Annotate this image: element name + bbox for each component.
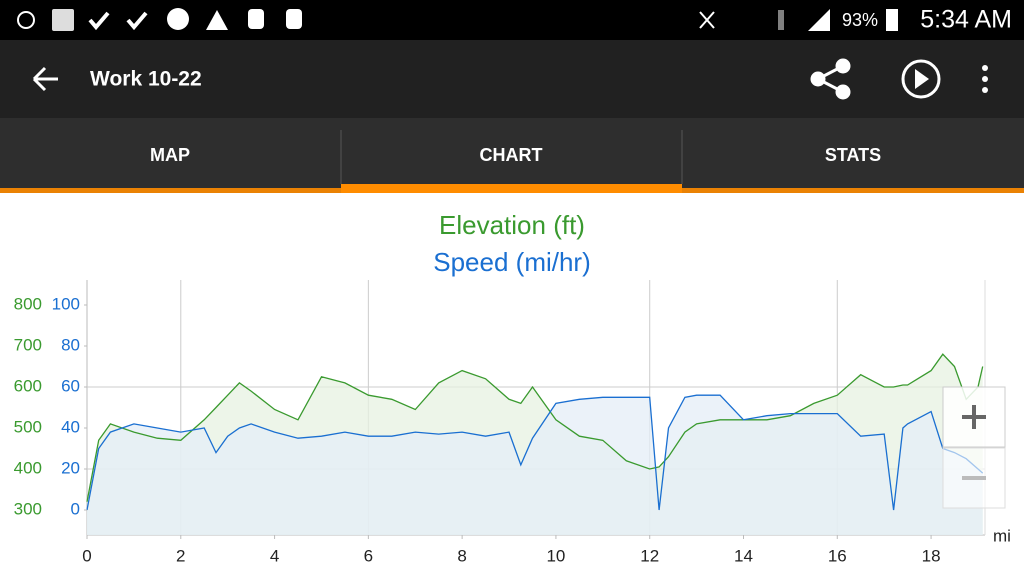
- x-tick-label: 8: [457, 546, 466, 565]
- app-bar: [0, 40, 1024, 118]
- back-button[interactable]: [32, 66, 58, 92]
- x-tick-label: 0: [82, 546, 91, 565]
- y-tick-label: 800: [14, 294, 42, 313]
- y-tick-label: 500: [14, 417, 42, 436]
- tab-bar-edge: [682, 188, 1024, 193]
- activity-title: Work 10-22: [90, 68, 202, 91]
- x-tick-label: 2: [176, 546, 185, 565]
- zoom-in-button[interactable]: [942, 386, 1006, 448]
- tab[interactable]: CHART: [480, 145, 543, 165]
- battery-level: 93%: [842, 10, 878, 30]
- share-button[interactable]: [810, 58, 851, 100]
- zoom-out-button[interactable]: [942, 447, 1006, 509]
- x-tick-label: 10: [546, 546, 565, 565]
- y2-tick-label: 20: [61, 458, 80, 477]
- status-icons: [17, 8, 898, 31]
- line: [86, 394, 984, 511]
- y-tick-label: 300: [14, 499, 42, 518]
- clock: 5:34 AM: [920, 6, 1012, 34]
- x-tick-label: 14: [734, 546, 753, 565]
- tab-indicator: [341, 184, 682, 193]
- y-tick-label: 700: [14, 335, 42, 354]
- area: [87, 395, 983, 535]
- y2-tick-label: 80: [61, 335, 80, 354]
- line: [86, 353, 984, 502]
- x-tick-label: 18: [922, 546, 941, 565]
- y-tick-label: 600: [14, 376, 42, 395]
- x-tick-label: 6: [364, 546, 373, 565]
- tab-bar: [0, 118, 1024, 193]
- overflow-menu[interactable]: [982, 65, 988, 93]
- chart-title: Speed (mi/hr): [433, 247, 591, 277]
- tab-bar-edge: [0, 188, 341, 193]
- play-button[interactable]: [901, 59, 941, 99]
- y-tick-label: 400: [14, 458, 42, 477]
- chart: Elevation (ft)Speed (mi/hr)3004005006007…: [14, 210, 1011, 566]
- x-tick-label: 4: [270, 546, 279, 565]
- x-tick-label: 16: [828, 546, 847, 565]
- y2-tick-label: 100: [52, 294, 80, 313]
- chart-title: Elevation (ft): [439, 210, 585, 240]
- x-axis-label: mi: [993, 526, 1011, 545]
- y2-tick-label: 0: [71, 499, 80, 518]
- tab[interactable]: STATS: [825, 145, 881, 165]
- x-tick-label: 12: [640, 546, 659, 565]
- y2-tick-label: 60: [61, 376, 80, 395]
- y2-tick-label: 40: [61, 417, 80, 436]
- tab[interactable]: MAP: [150, 145, 190, 165]
